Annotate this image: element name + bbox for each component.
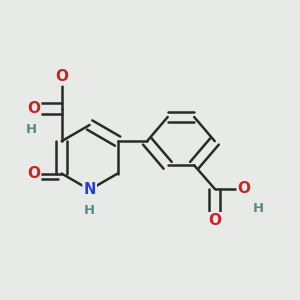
- Text: H: H: [253, 202, 264, 215]
- Text: H: H: [26, 123, 37, 136]
- Text: O: O: [27, 101, 40, 116]
- Text: O: O: [55, 70, 68, 85]
- Text: N: N: [83, 182, 96, 197]
- Text: O: O: [27, 166, 40, 181]
- Text: O: O: [238, 182, 251, 196]
- Text: H: H: [84, 204, 95, 217]
- Text: O: O: [208, 213, 221, 228]
